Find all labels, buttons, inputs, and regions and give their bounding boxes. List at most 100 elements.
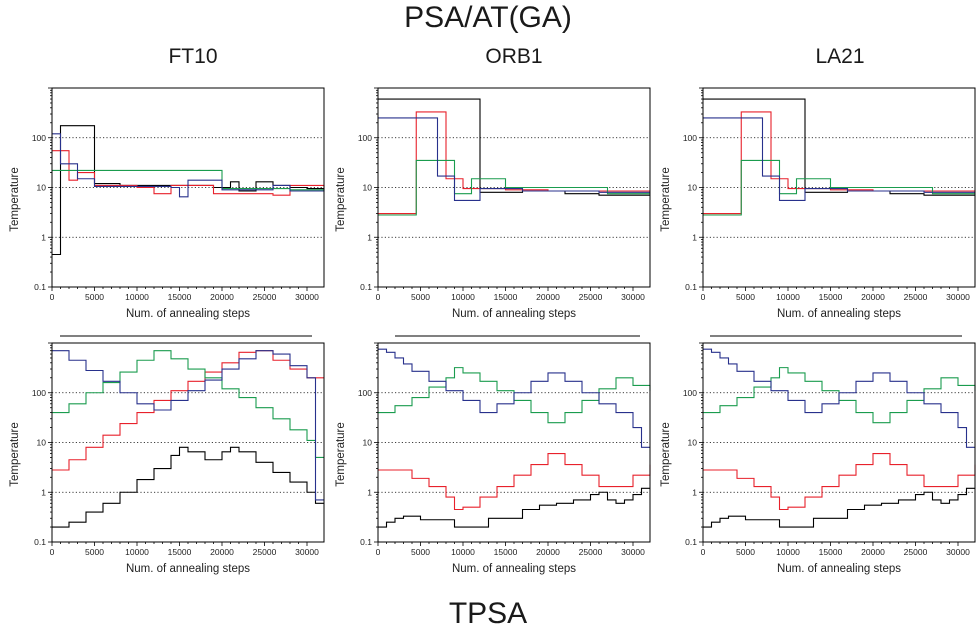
x-axis-label: Num. of annealing steps [777, 308, 901, 320]
x-tick-label: 20000 [210, 547, 234, 557]
series-line-green [378, 367, 651, 424]
x-axis-label: Num. of annealing steps [126, 308, 250, 320]
y-tick-label: 0.1 [360, 537, 372, 547]
x-tick-label: 20000 [861, 292, 885, 302]
y-tick-label: 10 [37, 438, 47, 448]
y-axis-label: Temperature [660, 422, 672, 487]
x-tick-label: 0 [701, 547, 706, 557]
series-line-green [52, 350, 324, 459]
chart-tpsa-la21: 0.1 1 10 100 0 5000 10000 15000 20000 25000 30000 N… [660, 342, 976, 575]
column-title-la21: LA21 [815, 45, 865, 68]
y-axis-label: Temperature [660, 167, 672, 232]
series-line-blue [703, 117, 975, 201]
x-tick-label: 15000 [168, 292, 192, 302]
x-tick-label: 30000 [946, 292, 970, 302]
series-line-black [52, 446, 324, 528]
series-line-red [378, 111, 650, 215]
series-line-red [52, 150, 325, 196]
x-tick-label: 0 [50, 547, 55, 557]
column-title-orb1: ORB1 [485, 45, 543, 68]
chart-tpsa-ft10: 0.1 1 10 100 0 5000 10000 15000 20000 25000 30000 N… [9, 342, 325, 575]
y-tick-label: 1 [692, 487, 697, 497]
column-title-ft10: FT10 [168, 45, 218, 68]
y-tick-label: 10 [363, 438, 373, 448]
x-tick-label: 0 [376, 292, 381, 302]
series-line-blue [52, 350, 324, 501]
y-tick-label: 100 [358, 133, 372, 143]
x-tick-label: 25000 [904, 547, 928, 557]
series-line-blue [378, 117, 650, 201]
y-tick-label: 1 [692, 232, 697, 242]
y-tick-label: 0.1 [34, 282, 46, 292]
x-axis-label: Num. of annealing steps [452, 563, 576, 575]
y-tick-label: 100 [358, 388, 372, 398]
series-line-green [378, 159, 650, 216]
x-tick-label: 5000 [411, 547, 430, 557]
x-tick-label: 10000 [451, 547, 475, 557]
x-tick-label: 0 [50, 292, 55, 302]
series-line-red [378, 452, 651, 511]
chart-psa-la21: 0.1 1 10 100 0 5000 10000 15000 20000 25000 30000 N… [660, 87, 976, 320]
x-tick-label: 10000 [776, 292, 800, 302]
y-tick-label: 0.1 [685, 537, 697, 547]
x-tick-label: 25000 [579, 547, 603, 557]
series-line-green [703, 367, 976, 424]
chart-psa-ft10: 0.1 1 10 100 0 5000 10000 15000 20000 25000 30000 N… [9, 87, 325, 320]
x-tick-label: 0 [701, 292, 706, 302]
x-tick-label: 15000 [494, 547, 518, 557]
x-tick-label: 5000 [85, 292, 104, 302]
series-line-black [378, 98, 650, 196]
y-axis-label: Temperature [9, 422, 21, 487]
y-tick-label: 0.1 [685, 282, 697, 292]
x-tick-label: 25000 [579, 292, 603, 302]
x-tick-label: 25000 [253, 292, 277, 302]
series-line-green [703, 159, 975, 216]
chart-psa-orb1: 0.1 1 10 100 0 5000 10000 15000 20000 25000 30000 N… [335, 87, 651, 320]
x-tick-label: 15000 [819, 292, 843, 302]
x-axis-label: Num. of annealing steps [777, 563, 901, 575]
series-line-black [378, 487, 650, 528]
x-tick-label: 30000 [621, 292, 645, 302]
x-tick-label: 5000 [736, 292, 755, 302]
x-tick-label: 25000 [253, 547, 277, 557]
y-axis-label: Temperature [335, 422, 347, 487]
chart-tpsa-orb1: 0.1 1 10 100 0 5000 10000 15000 20000 25000 30000 N… [335, 342, 651, 575]
y-tick-label: 1 [41, 232, 46, 242]
x-tick-label: 20000 [536, 292, 560, 302]
x-tick-label: 5000 [85, 547, 104, 557]
y-axis-label: Temperature [9, 167, 21, 232]
x-tick-label: 30000 [295, 292, 319, 302]
y-tick-label: 100 [32, 133, 46, 143]
series-line-blue [378, 348, 650, 448]
x-tick-label: 30000 [621, 547, 645, 557]
y-tick-label: 1 [367, 232, 372, 242]
series-line-red [703, 111, 975, 215]
y-axis-label: Temperature [335, 167, 347, 232]
x-tick-label: 15000 [168, 547, 192, 557]
y-tick-label: 1 [41, 487, 46, 497]
series-line-black [703, 98, 975, 196]
y-tick-label: 10 [363, 183, 373, 193]
y-tick-label: 10 [37, 183, 47, 193]
x-axis-label: Num. of annealing steps [452, 308, 576, 320]
series-line-blue [703, 348, 975, 448]
x-tick-label: 30000 [946, 547, 970, 557]
y-tick-label: 100 [32, 388, 46, 398]
series-line-black [703, 487, 975, 528]
x-tick-label: 10000 [776, 547, 800, 557]
x-tick-label: 20000 [861, 547, 885, 557]
y-tick-label: 0.1 [360, 282, 372, 292]
y-tick-label: 10 [688, 183, 698, 193]
x-tick-label: 20000 [536, 547, 560, 557]
x-tick-label: 30000 [295, 547, 319, 557]
x-tick-label: 10000 [451, 292, 475, 302]
x-tick-label: 10000 [125, 547, 149, 557]
y-tick-label: 10 [688, 438, 698, 448]
x-tick-label: 10000 [125, 292, 149, 302]
y-tick-label: 0.1 [34, 537, 46, 547]
x-tick-label: 25000 [904, 292, 928, 302]
x-tick-label: 15000 [494, 292, 518, 302]
x-tick-label: 20000 [210, 292, 234, 302]
series-line-red [703, 452, 976, 511]
